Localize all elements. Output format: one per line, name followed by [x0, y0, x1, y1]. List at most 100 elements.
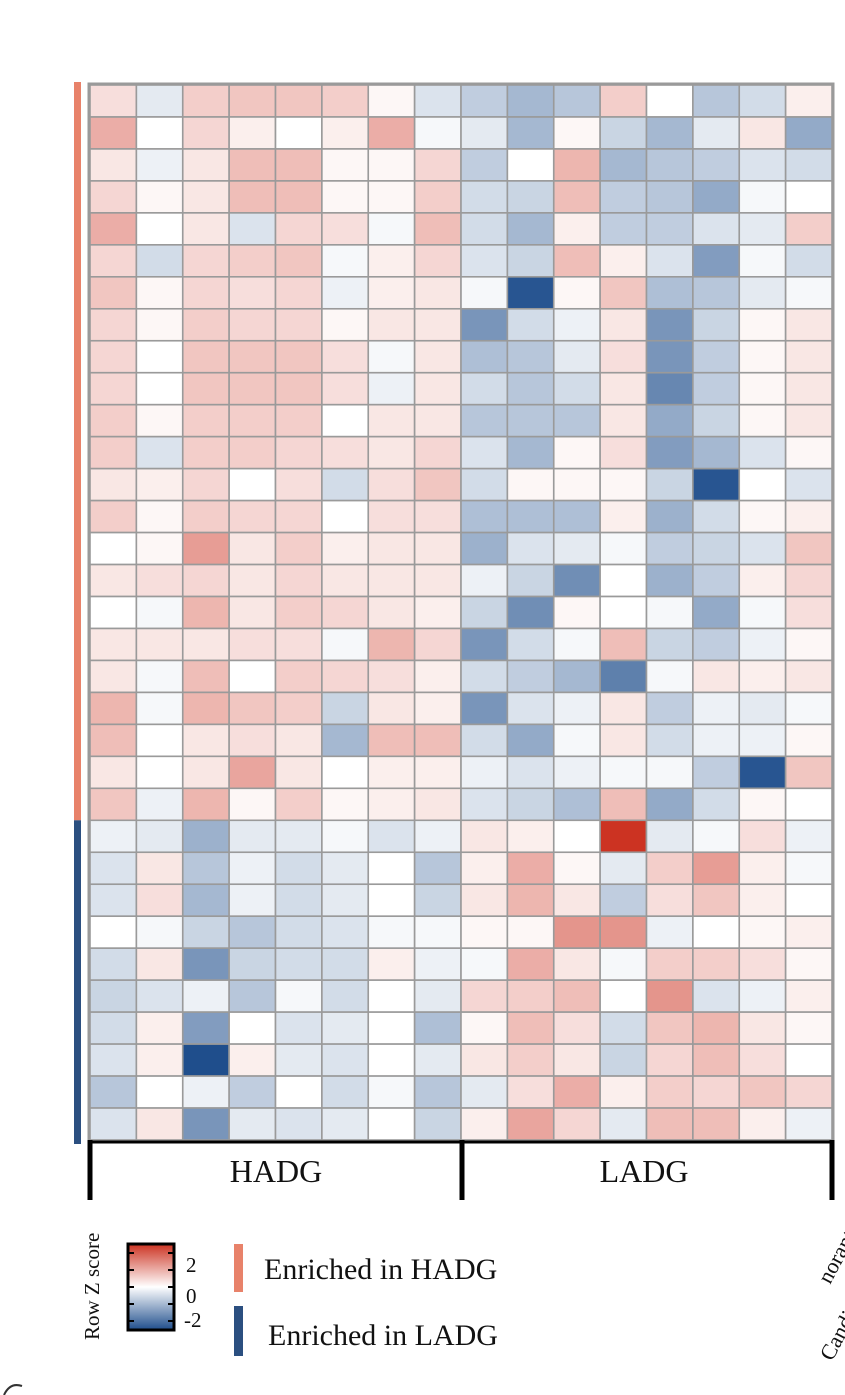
- heatmap-cell-r20-c4: [274, 723, 323, 758]
- heatmap-cell-r27-c10: [552, 947, 601, 981]
- heatmap-cell-r6-c0: [89, 276, 138, 310]
- heatmap-cell-r0-c8: [460, 84, 509, 118]
- heatmap-cell-r2-c7: [413, 148, 462, 182]
- heatmap-cell-r1-c13: [692, 116, 741, 150]
- heatmap-cell-r16-c7: [413, 595, 462, 630]
- heatmap-cell-r14-c5: [321, 531, 370, 566]
- heatmap-cell-r8-c13: [692, 339, 741, 374]
- heatmap-cell-r7-c12: [645, 307, 694, 342]
- heatmap-cell-r3-c12: [645, 180, 694, 214]
- heatmap-cell-r23-c9: [506, 819, 555, 854]
- heatmap-cell-r28-c8: [460, 979, 509, 1013]
- heatmap-cell-r8-c3: [228, 339, 277, 374]
- heatmap-cell-r26-c11: [599, 915, 648, 949]
- heatmap-cell-r16-c1: [135, 595, 184, 630]
- heatmap-cell-r29-c3: [228, 1011, 277, 1045]
- heatmap-cell-r20-c5: [321, 723, 370, 758]
- heatmap-cell-r20-c9: [506, 723, 555, 758]
- heatmap-cell-r7-c3: [228, 307, 277, 342]
- heatmap-cell-r32-c8: [460, 1107, 509, 1141]
- heatmap-cell-r30-c12: [645, 1043, 694, 1077]
- heatmap-cell-r24-c14: [738, 851, 787, 886]
- heatmap-cell-r2-c2: [181, 148, 230, 182]
- heatmap-cell-r0-c0: [89, 84, 138, 118]
- heatmap-cell-r24-c2: [181, 851, 230, 886]
- heatmap-cell-r29-c10: [552, 1011, 601, 1045]
- heatmap-cell-r6-c9: [506, 276, 555, 310]
- heatmap-cell-r2-c1: [135, 148, 184, 182]
- heatmap-cell-r10-c15: [784, 403, 833, 438]
- heatmap-cell-r6-c11: [599, 276, 648, 310]
- heatmap-cell-r1-c7: [413, 116, 462, 150]
- heatmap-cell-r17-c13: [692, 627, 741, 662]
- heatmap-cell-r9-c8: [460, 371, 509, 406]
- heatmap-cell-r16-c11: [599, 595, 648, 630]
- heatmap-cell-r18-c0: [89, 659, 138, 694]
- heatmap-cell-r3-c6: [367, 180, 416, 214]
- heatmap-cell-r29-c11: [599, 1011, 648, 1045]
- heatmap-cell-r27-c4: [274, 947, 323, 981]
- heatmap-cell-r12-c4: [274, 467, 323, 502]
- heatmap-cell-r13-c14: [738, 499, 787, 534]
- heatmap-cell-r12-c5: [321, 467, 370, 502]
- heatmap-cell-r1-c3: [228, 116, 277, 150]
- heatmap-cell-r18-c11: [599, 659, 648, 694]
- heatmap-cell-r16-c15: [784, 595, 833, 630]
- heatmap-cell-r14-c10: [552, 531, 601, 566]
- heatmap-cell-r28-c6: [367, 979, 416, 1013]
- column-group-label-hadg: HADG: [230, 1153, 322, 1189]
- heatmap-cell-r9-c7: [413, 371, 462, 406]
- heatmap-cell-r6-c2: [181, 276, 230, 310]
- heatmap-cell-r5-c8: [460, 244, 509, 278]
- heatmap-cell-r8-c0: [89, 339, 138, 374]
- heatmap-cell-r23-c5: [321, 819, 370, 854]
- heatmap-cell-r8-c6: [367, 339, 416, 374]
- heatmap-cell-r4-c1: [135, 212, 184, 246]
- heatmap-cell-r9-c1: [135, 371, 184, 406]
- heatmap-cell-r14-c12: [645, 531, 694, 566]
- heatmap-cell-r28-c13: [692, 979, 741, 1013]
- heatmap-cell-r16-c3: [228, 595, 277, 630]
- heatmap-cell-r4-c8: [460, 212, 509, 246]
- heatmap-cell-r2-c11: [599, 148, 648, 182]
- heatmap-cell-r15-c14: [738, 563, 787, 598]
- heatmap-cell-r27-c12: [645, 947, 694, 981]
- heatmap-cell-r27-c1: [135, 947, 184, 981]
- heatmap-cell-r6-c12: [645, 276, 694, 310]
- heatmap-cell-r15-c2: [181, 563, 230, 598]
- heatmap-cell-r19-c1: [135, 691, 184, 726]
- heatmap-cell-r13-c7: [413, 499, 462, 534]
- heatmap-cell-r28-c9: [506, 979, 555, 1013]
- heatmap-cell-r21-c10: [552, 755, 601, 790]
- heatmap-cell-r2-c9: [506, 148, 555, 182]
- heatmap-cells: [89, 84, 833, 1141]
- heatmap-cell-r16-c4: [274, 595, 323, 630]
- heatmap-cell-r23-c15: [784, 819, 833, 854]
- heatmap-cell-r3-c9: [506, 180, 555, 214]
- heatmap-cell-r15-c8: [460, 563, 509, 598]
- heatmap-cell-r7-c11: [599, 307, 648, 342]
- heatmap-cell-r30-c6: [367, 1043, 416, 1077]
- heatmap-cell-r14-c6: [367, 531, 416, 566]
- heatmap-cell-r31-c12: [645, 1075, 694, 1109]
- heatmap-cell-r18-c2: [181, 659, 230, 694]
- heatmap-cell-r30-c2: [181, 1043, 230, 1077]
- heatmap-cell-r27-c7: [413, 947, 462, 981]
- heatmap-cell-r1-c10: [552, 116, 601, 150]
- heatmap-cell-r4-c4: [274, 212, 323, 246]
- heatmap-cell-r0-c5: [321, 84, 370, 118]
- heatmap-cell-r18-c8: [460, 659, 509, 694]
- heatmap-cell-r8-c11: [599, 339, 648, 374]
- heatmap-cell-r18-c13: [692, 659, 741, 694]
- heatmap-cell-r3-c8: [460, 180, 509, 214]
- legend-label-ladg: Enriched in LADG: [268, 1319, 498, 1352]
- heatmap-cell-r30-c5: [321, 1043, 370, 1077]
- heatmap-cell-r13-c8: [460, 499, 509, 534]
- heatmap-cell-r28-c0: [89, 979, 138, 1013]
- heatmap-cell-r30-c4: [274, 1043, 323, 1077]
- heatmap-cell-r24-c6: [367, 851, 416, 886]
- heatmap-cell-r31-c1: [135, 1075, 184, 1109]
- heatmap-cell-r5-c4: [274, 244, 323, 278]
- heatmap-cell-r8-c2: [181, 339, 230, 374]
